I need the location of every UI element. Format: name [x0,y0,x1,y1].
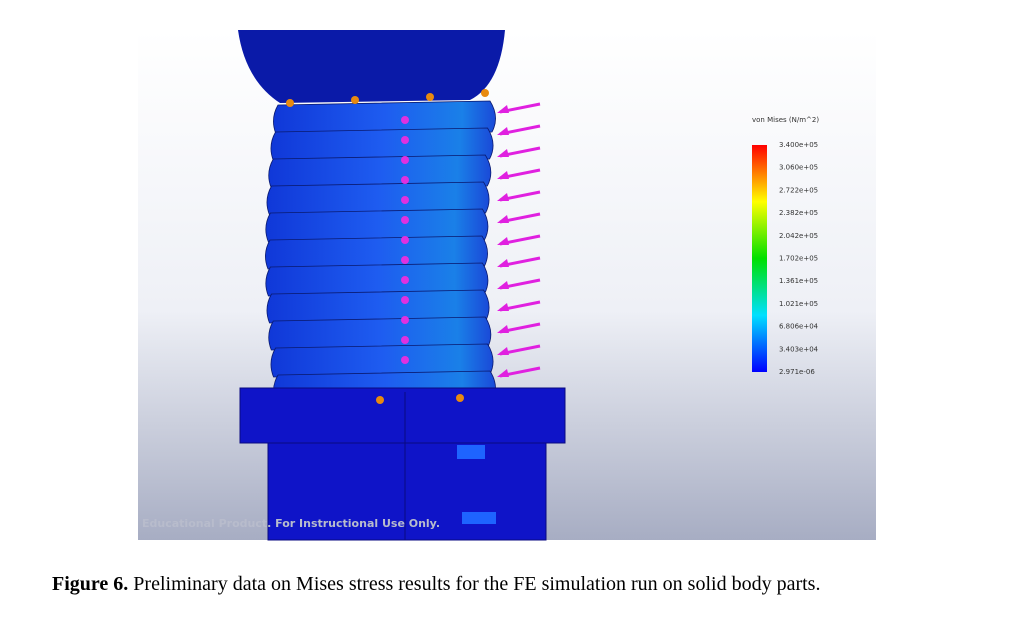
fixture [481,89,489,97]
watermark: Educational Product. For Instructional U… [142,517,440,530]
legend-label: 3.400e+05 [779,141,818,149]
legend-label: 6.806e+04 [779,323,819,331]
slot [462,512,496,524]
dome [238,30,505,103]
arrow-head [497,171,509,179]
arrow-head [497,281,509,289]
fixture [401,216,409,224]
disc [268,154,492,189]
fixture [456,394,464,402]
fixture [401,356,409,364]
legend-label: 3.060e+05 [779,164,818,172]
legend-label: 1.702e+05 [779,255,818,263]
arrow-head [497,303,509,311]
legend-label: 2.722e+05 [779,186,818,194]
arrow-head [497,127,509,135]
arrow-head [497,105,509,113]
arrow-head [497,259,509,267]
disc [270,127,494,162]
fixture [401,336,409,344]
arrow-head [497,149,509,157]
base-block [267,442,547,541]
color-bar [752,145,767,372]
load-arrows [286,89,541,404]
base-plate [239,387,566,444]
column [265,100,496,405]
arrow-head [497,325,509,333]
arrow-head [497,237,509,245]
legend-label: 3.403e+04 [779,345,819,353]
fixture [401,316,409,324]
fixture [286,99,294,107]
fixture [401,156,409,164]
disc [266,181,490,216]
legend-title: von Mises (N/m^2) [752,116,819,124]
disc [273,100,496,135]
legend-label: 2.382e+05 [779,209,818,217]
slot [457,445,485,459]
fixture [376,396,384,404]
fixture [401,116,409,124]
arrow-head [497,193,509,201]
arrow-head [497,369,509,377]
fixture [401,176,409,184]
legend-label: 2.042e+05 [779,232,818,240]
fixture [401,136,409,144]
legend-label: 2.971e-06 [779,368,815,376]
caption-label: Figure 6. [52,573,128,595]
arrow-head [497,215,509,223]
fixture [401,256,409,264]
fixture [401,296,409,304]
fixture [426,93,434,101]
caption-text: Preliminary data on Mises stress results… [133,573,820,595]
fixture [401,236,409,244]
legend-label: 1.021e+05 [779,300,818,308]
caption: Figure 6. Preliminary data on Mises stres… [52,573,820,595]
fixture [351,96,359,104]
fixture [401,196,409,204]
arrow-head [497,347,509,355]
fixture [401,276,409,284]
legend-labels: 3.400e+05 3.060e+05 2.722e+05 2.382e+05 2.04… [779,141,819,376]
legend-label: 1.361e+05 [779,277,818,285]
